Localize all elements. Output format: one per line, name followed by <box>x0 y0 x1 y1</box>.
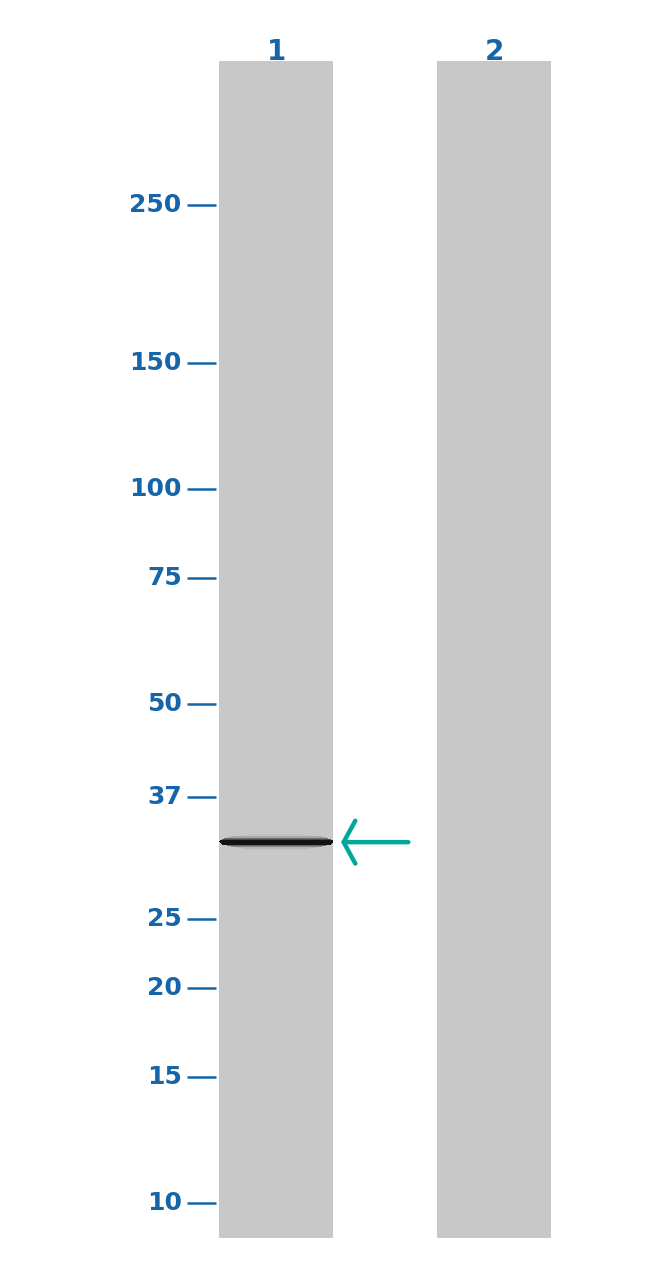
Text: 100: 100 <box>129 478 182 502</box>
Text: 25: 25 <box>147 907 182 931</box>
Text: 37: 37 <box>147 785 182 809</box>
Text: 1: 1 <box>266 38 286 66</box>
Text: 15: 15 <box>147 1066 182 1088</box>
Bar <box>220 61 333 1238</box>
Text: 20: 20 <box>147 975 182 999</box>
Text: 10: 10 <box>147 1190 182 1214</box>
Bar <box>220 839 333 845</box>
Text: 50: 50 <box>147 692 182 716</box>
Text: 250: 250 <box>129 193 182 217</box>
Bar <box>437 61 551 1238</box>
Text: 75: 75 <box>147 566 182 591</box>
Text: 150: 150 <box>129 352 182 376</box>
Text: 2: 2 <box>484 38 504 66</box>
